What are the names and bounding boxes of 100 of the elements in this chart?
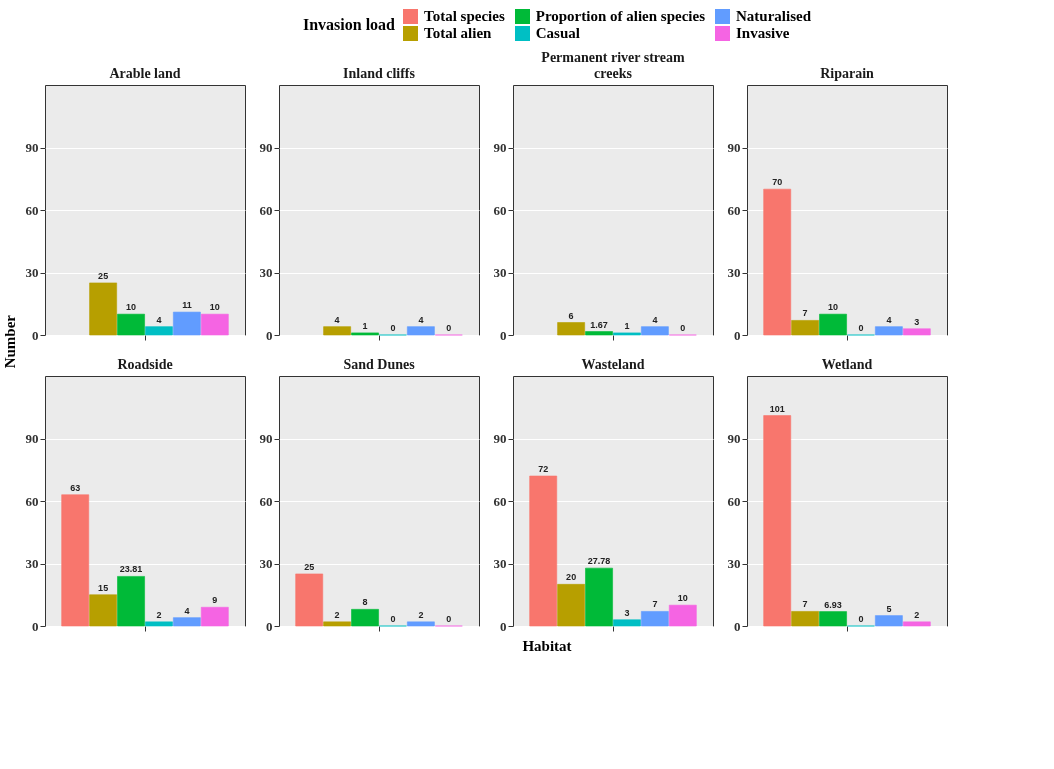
bar — [529, 475, 558, 627]
data-label: 2 — [156, 609, 162, 620]
bar — [173, 617, 201, 627]
data-label: 10 — [126, 302, 137, 313]
data-label: 27.78 — [587, 556, 611, 567]
bar — [407, 621, 435, 627]
y-tick-label: 30 — [259, 556, 273, 571]
chart-title: Riparain — [820, 66, 875, 81]
data-label: 70 — [772, 177, 783, 188]
bar — [61, 494, 90, 627]
bar — [173, 311, 201, 336]
y-tick-label: 0 — [734, 327, 741, 343]
data-label: 4 — [156, 314, 162, 325]
bar — [902, 328, 931, 336]
bar — [200, 606, 229, 627]
bar — [295, 573, 324, 627]
y-tick-label: 30 — [493, 265, 507, 280]
y-tick-label: 30 — [259, 265, 273, 280]
y-tick-label: 30 — [25, 556, 39, 571]
y-tick-label: 0 — [500, 618, 507, 634]
y-tick-label: 0 — [500, 327, 507, 343]
bar — [89, 594, 117, 627]
y-tick-label: 90 — [727, 140, 741, 155]
y-tick-label: 90 — [727, 431, 741, 446]
y-tick-label: 90 — [25, 140, 39, 155]
data-label: 4 — [652, 314, 658, 325]
y-tick-label: 60 — [493, 493, 507, 509]
data-label: 0 — [390, 614, 396, 624]
bar — [875, 326, 903, 336]
bar — [763, 188, 792, 336]
chart-title: Arable land — [109, 66, 181, 81]
y-tick-label: 90 — [259, 431, 273, 446]
data-label: 0 — [446, 614, 452, 624]
bar — [668, 604, 697, 627]
data-label: 10 — [209, 302, 220, 313]
data-label: 7 — [802, 599, 808, 610]
bar — [641, 611, 669, 627]
data-label: 10 — [828, 302, 839, 313]
bar — [200, 313, 229, 336]
y-tick-label: 60 — [493, 202, 507, 218]
y-tick-label: 0 — [32, 327, 39, 343]
y-tick-label: 90 — [493, 431, 507, 446]
y-tick-label: 30 — [727, 556, 741, 571]
data-label: 2 — [914, 609, 920, 620]
bar — [763, 415, 792, 627]
data-label: 10 — [677, 593, 688, 604]
data-label: 7 — [802, 308, 808, 319]
legend-label: Casual — [535, 25, 580, 42]
bar — [117, 313, 145, 336]
chart-title: Permanent river stream creeks — [541, 50, 685, 81]
data-label: 11 — [182, 300, 192, 311]
legend-title: Invasion load — [302, 16, 396, 34]
data-label: 6.93 — [824, 599, 842, 610]
bar — [875, 615, 903, 627]
chart-title: Wasteland — [581, 357, 645, 372]
data-label: 0 — [446, 323, 452, 333]
y-tick-label: 30 — [493, 556, 507, 571]
bar — [791, 611, 819, 627]
data-label: 1 — [362, 320, 368, 331]
y-tick-label: 60 — [259, 202, 273, 218]
data-label: 3 — [914, 316, 920, 327]
chart-title: Wetland — [821, 357, 873, 372]
data-label: 6 — [568, 310, 574, 321]
legend-label: Naturalised — [736, 8, 812, 25]
x-axis-title: Habitat — [521, 638, 573, 655]
bar — [89, 282, 117, 336]
bar — [902, 621, 931, 627]
data-label: 2 — [334, 609, 340, 620]
data-label: 15 — [98, 582, 109, 593]
bar — [557, 584, 585, 627]
legend-label: Total alien — [424, 25, 492, 42]
data-label: 4 — [886, 314, 892, 325]
y-tick-label: 60 — [25, 202, 39, 218]
chart-title: Inland cliffs — [343, 66, 416, 81]
data-label: 0 — [858, 614, 864, 624]
data-label: 8 — [362, 597, 368, 608]
data-label: 101 — [769, 403, 785, 414]
legend-label: Invasive — [736, 25, 790, 42]
bar — [791, 320, 819, 336]
legend-label: Proportion of alien species — [535, 8, 706, 25]
bar — [145, 621, 173, 627]
y-tick-label: 60 — [25, 493, 39, 509]
data-label: 0 — [680, 323, 686, 333]
data-label: 3 — [624, 607, 630, 618]
data-label: 5 — [886, 603, 892, 614]
y-tick-label: 0 — [734, 618, 741, 634]
y-tick-label: 60 — [727, 202, 741, 218]
data-label: 4 — [334, 314, 340, 325]
data-label: 1.67 — [590, 319, 608, 330]
data-label: 1 — [624, 320, 630, 331]
data-label: 25 — [304, 561, 315, 572]
data-label: 0 — [858, 323, 864, 333]
y-tick-label: 90 — [25, 431, 39, 446]
y-tick-label: 60 — [727, 493, 741, 509]
data-label: 23.81 — [119, 564, 143, 575]
chart-title: Roadside — [117, 357, 173, 372]
data-label: 25 — [98, 270, 109, 281]
y-tick-label: 0 — [266, 618, 273, 634]
data-label: 20 — [566, 572, 577, 583]
y-axis-title: Number — [2, 315, 19, 369]
